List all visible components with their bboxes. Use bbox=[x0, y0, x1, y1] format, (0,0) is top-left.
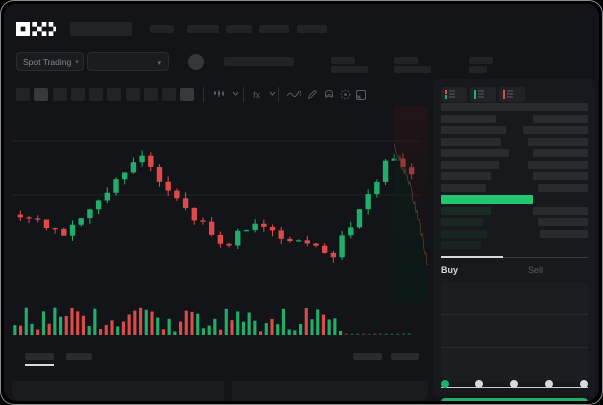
svg-text:fx: fx bbox=[253, 90, 261, 99]
